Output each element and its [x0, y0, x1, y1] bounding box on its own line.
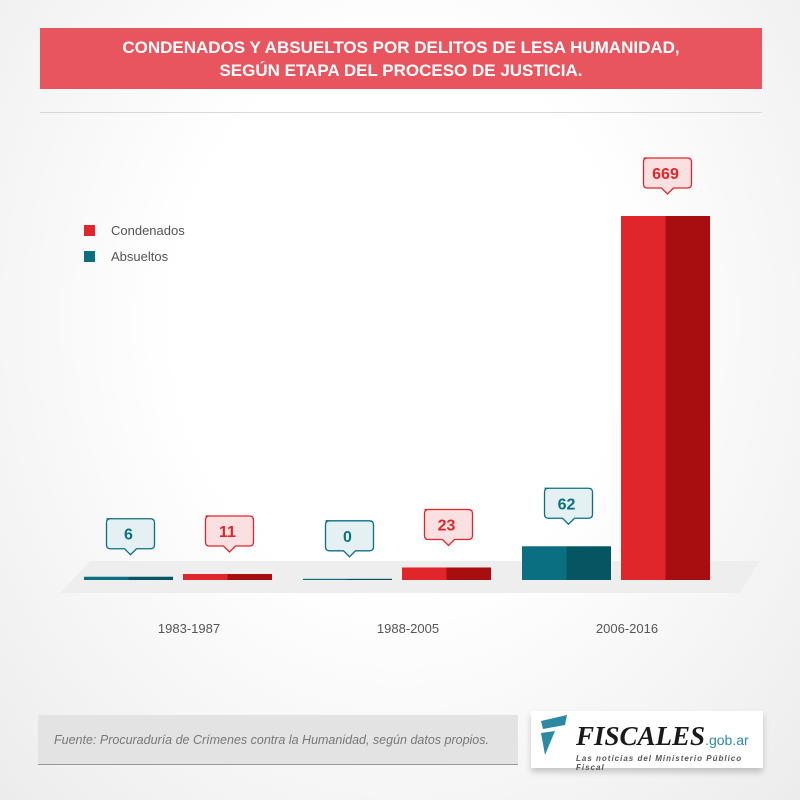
logo-mark-icon: [541, 715, 567, 755]
legend-swatch: [84, 224, 95, 236]
data-label: 6: [124, 527, 133, 544]
value-callout: [642, 157, 693, 195]
bar-shade: [446, 567, 491, 580]
bar-shade: [347, 578, 392, 580]
value-callout: [324, 520, 375, 558]
value-callout: [105, 518, 156, 556]
data-label: 0: [343, 529, 352, 546]
category-label: 1988-2005: [377, 621, 439, 636]
data-label: 23: [438, 517, 456, 534]
legend-condenados: Condenados: [84, 217, 185, 243]
chart-title: CONDENADOS Y ABSUELTOS POR DELITOS DE LE…: [40, 28, 762, 89]
value-callout: [543, 487, 594, 526]
bar-shade: [128, 576, 173, 580]
data-label: 11: [219, 524, 236, 541]
logo-name: FISCALES: [576, 721, 706, 751]
bar-shade: [227, 574, 272, 580]
bar-shade: [665, 216, 710, 580]
data-label: 669: [652, 166, 679, 183]
value-callout: [423, 508, 474, 547]
category-label: 2006-2016: [596, 621, 658, 636]
bar-shade: [566, 546, 611, 580]
title-line-1: CONDENADOS Y ABSUELTOS POR DELITOS DE LE…: [122, 37, 680, 57]
logo-domain: .gob.ar: [705, 732, 749, 748]
bar-absueltos: [303, 578, 348, 580]
legend: Condenados Absueltos: [84, 217, 185, 269]
legend-label: Absueltos: [111, 248, 169, 264]
bar-condenados: [183, 574, 228, 580]
bar-absueltos: [84, 576, 129, 580]
bar-condenados: [402, 567, 447, 580]
category-label: 1983-1987: [158, 621, 220, 636]
fiscales-logo[interactable]: FISCALES.gob.ar Las noticias del Ministe…: [531, 711, 763, 772]
bar-absueltos: [522, 546, 567, 580]
legend-label: Condenados: [111, 222, 185, 238]
legend-swatch: [84, 250, 95, 262]
value-callout: [204, 515, 255, 553]
source-note: Fuente: Procuraduría de Crímenes contra …: [38, 715, 518, 765]
data-label: 62: [558, 496, 576, 513]
logo-tagline: Las noticias del Ministerio Público Fisc…: [576, 754, 743, 772]
divider: [40, 112, 762, 113]
bar-condenados: [621, 216, 666, 580]
legend-absueltos: Absueltos: [84, 243, 185, 269]
title-line-2: SEGÚN ETAPA DEL PROCESO DE JUSTICIA.: [219, 60, 583, 80]
bar-chart: 1983-1987 6 11 1988-2005 0 23 2006-2016 62 669: [60, 157, 760, 636]
